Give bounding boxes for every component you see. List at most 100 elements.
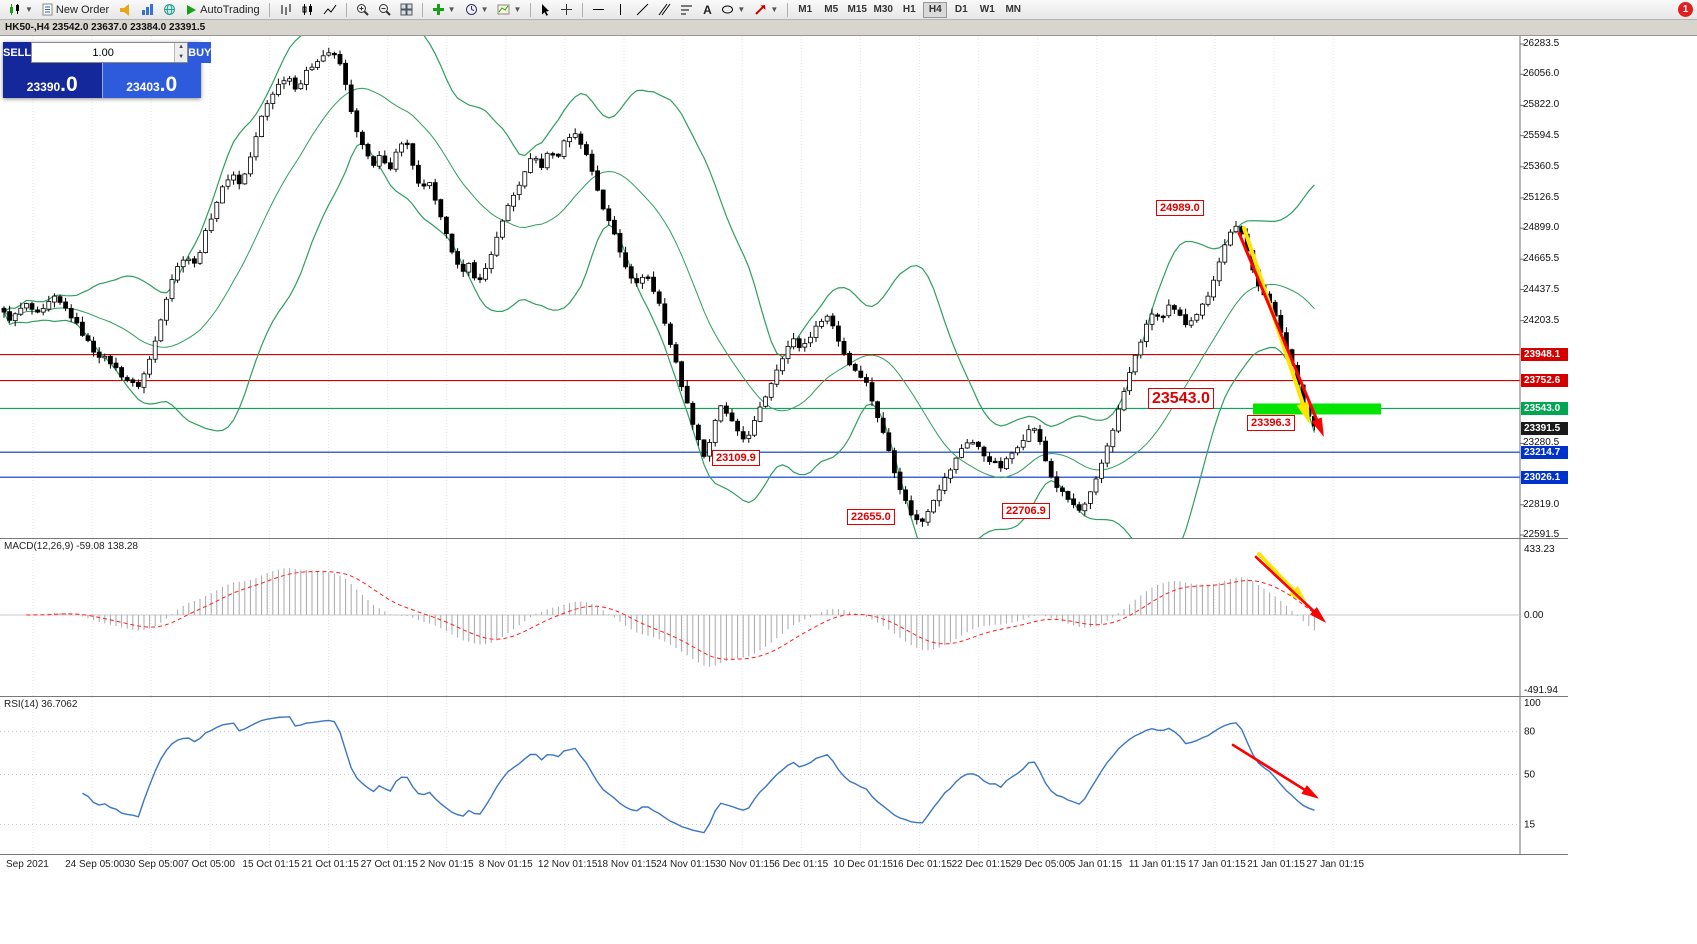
volume-down-icon[interactable]: ▼ [175, 52, 188, 62]
zoom-in-button[interactable] [352, 1, 373, 19]
cursor-tool-button[interactable] [536, 1, 555, 19]
price-annotation[interactable]: 24989.0 [1156, 200, 1204, 216]
timeframe-h4[interactable]: H4 [923, 1, 948, 18]
price-annotation[interactable]: 22655.0 [847, 509, 895, 525]
vline-tool-button[interactable] [610, 1, 631, 19]
price-annotation[interactable]: 23543.0 [1148, 388, 1214, 409]
sell-price[interactable]: 23390 .0 [3, 63, 102, 98]
timeframe-w1[interactable]: W1 [979, 3, 995, 15]
autotrading-button[interactable]: AutoTrading [181, 1, 264, 19]
time-axis-label: 12 Nov 01:15 [537, 859, 598, 870]
bar-chart-mode-button[interactable] [275, 1, 296, 19]
text-tool-button[interactable]: A [698, 1, 716, 19]
toolbar-separator [530, 2, 532, 17]
fibonacci-tool-button[interactable] [676, 1, 697, 19]
trendline-tool-button[interactable] [632, 1, 653, 19]
horizontal-line-icon [592, 3, 605, 16]
buy-button[interactable]: BUY [188, 42, 212, 63]
volume-stepper[interactable]: ▲ ▼ [174, 43, 188, 62]
one-click-trade-panel: SELL ▲▼ BUY 23390 .0 23403 .0 [3, 42, 212, 98]
price-chart-panel[interactable]: 26283.5 26056.0 25822.0 25594.5 25360.5 25126… [0, 36, 1568, 541]
macd-canvas[interactable]: 433.23 0.00 -491.94 [0, 539, 1568, 696]
price-axis-label: 22591.5 [1523, 529, 1560, 541]
zoom-in-icon [356, 3, 369, 16]
indicators-button[interactable]: ▼ [428, 1, 460, 19]
timeframe-mn[interactable]: MN [1005, 3, 1022, 15]
line-chart-mode-button[interactable] [319, 1, 341, 19]
channel-tool-button[interactable] [654, 1, 675, 19]
buy-price-int: 23403 [126, 80, 160, 94]
tile-windows-icon [400, 3, 413, 16]
time-axis-label: 29 Dec 05:00 [1010, 859, 1071, 870]
time-axis-label: 10 Dec 01:15 [833, 859, 893, 870]
price-annotation[interactable]: 23109.9 [712, 450, 760, 466]
price-annotation[interactable]: 23396.3 [1247, 415, 1295, 431]
timeframe-m1[interactable]: M1 [798, 3, 813, 15]
time-axis-label: 22 Dec 01:15 [951, 859, 1012, 870]
terminal-button[interactable] [159, 1, 180, 19]
time-axis: Sep 2021 24 Sep 05:00 30 Sep 05:00 7 Oct 05… [0, 854, 1568, 875]
alerts-button[interactable] [114, 1, 136, 19]
timeframe-h1[interactable]: H1 [902, 3, 916, 15]
timeframe-m30[interactable]: M30 [873, 3, 893, 15]
tile-windows-button[interactable] [396, 1, 417, 19]
volume-up-icon[interactable]: ▲ [175, 43, 188, 53]
price-chart-canvas[interactable] [0, 36, 1568, 538]
sell-button[interactable]: SELL [3, 42, 32, 63]
time-axis-label: 8 Nov 01:15 [478, 859, 533, 870]
price-axis-label: 25360.5 [1523, 160, 1560, 172]
price-axis-badge: 23391.5 [1521, 422, 1568, 436]
timeframe-d1[interactable]: D1 [954, 3, 968, 15]
time-axis-label: 2 Nov 01:15 [419, 859, 474, 870]
new-chart-button[interactable]: ▼ [4, 1, 37, 19]
price-axis-label: 24437.5 [1523, 283, 1560, 295]
rsi-panel[interactable]: RSI(14) 36.7062 100 80 50 15 [0, 696, 1568, 854]
play-icon [185, 4, 197, 16]
notification-icon[interactable]: 1 [1678, 2, 1693, 17]
market-watch-button[interactable] [137, 1, 158, 19]
volume-input[interactable] [32, 43, 175, 62]
timeframes-dropdown-button[interactable]: ▼ [461, 1, 493, 19]
price-axis-label: 26056.0 [1523, 68, 1560, 80]
chart-title: HK50-,H4 23542.0 23637.0 23384.0 23391.5 [5, 22, 206, 33]
time-axis-label: 27 Jan 01:15 [1306, 859, 1365, 870]
indicator-plus-icon [432, 3, 445, 16]
time-axis-label: 17 Jan 01:15 [1188, 859, 1246, 870]
macd-panel[interactable]: MACD(12,26,9) -59.08 138.28 433.23 0.00 -4… [0, 538, 1568, 696]
templates-button[interactable]: ▼ [493, 1, 525, 19]
hline-tool-button[interactable] [588, 1, 609, 19]
new-order-button[interactable]: New Order [38, 1, 113, 19]
price-annotation[interactable]: 22706.9 [1002, 503, 1050, 519]
price-axis-badge: 23026.1 [1521, 470, 1568, 484]
globe-icon [163, 3, 176, 16]
buy-price[interactable]: 23403 .0 [101, 63, 201, 98]
chart-title-bar: HK50-,H4 23542.0 23637.0 23384.0 23391.5 [0, 20, 1697, 36]
chevron-down-icon: ▼ [513, 5, 522, 14]
chevron-down-icon: ▼ [480, 5, 489, 14]
svg-text:433.23: 433.23 [1524, 544, 1555, 555]
fibonacci-icon [680, 3, 693, 16]
shapes-tool-button[interactable]: ▼ [717, 1, 749, 19]
chevron-down-icon: ▼ [25, 5, 33, 14]
time-axis-label: 16 Dec 01:15 [892, 859, 953, 870]
text-icon: A [703, 2, 712, 17]
candlestick-icon [301, 3, 314, 16]
rsi-canvas[interactable]: 100 80 50 15 [0, 697, 1568, 854]
crosshair-tool-button[interactable] [556, 1, 577, 19]
crosshair-icon [560, 3, 573, 16]
candlestick-mode-button[interactable] [297, 1, 318, 19]
zoom-out-button[interactable] [374, 1, 395, 19]
trendline-icon [636, 3, 649, 16]
price-axis: 26283.5 26056.0 25822.0 25594.5 25360.5 25126… [1521, 36, 1568, 541]
zoom-out-icon [378, 3, 391, 16]
time-axis-label: 7 Oct 05:00 [183, 859, 235, 870]
timeframe-m5[interactable]: M5 [824, 3, 839, 15]
arrows-tool-button[interactable]: ▼ [750, 1, 782, 19]
template-icon [497, 3, 510, 16]
new-order-label: New Order [55, 3, 110, 16]
timeframe-m15[interactable]: M15 [847, 3, 867, 15]
main-toolbar: ▼ New Order AutoTrading ▼ ▼ ▼ A ▼ ▼ M1 M5… [0, 0, 1697, 20]
time-axis-label: 30 Nov 01:15 [715, 859, 775, 870]
price-axis-label: 24665.5 [1523, 253, 1560, 265]
time-axis-label: 21 Oct 01:15 [301, 859, 359, 870]
